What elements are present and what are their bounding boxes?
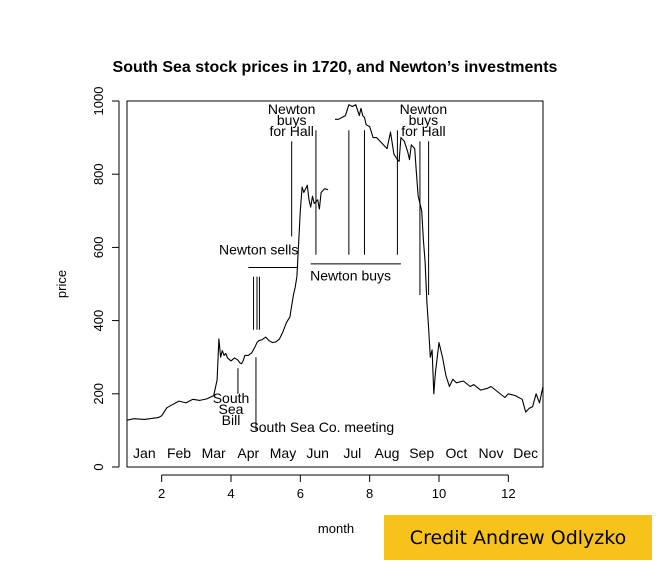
annotation-text: buys	[409, 112, 439, 128]
month-label: May	[270, 445, 296, 461]
x-axis-label: month	[318, 521, 354, 536]
month-label: Feb	[167, 445, 191, 461]
x-tick-label: 12	[501, 486, 515, 501]
y-tick-label: 0	[91, 463, 106, 470]
y-tick-label: 600	[91, 237, 106, 259]
x-tick-label: 10	[432, 486, 446, 501]
x-tick-label: 2	[158, 486, 165, 501]
month-label: Jun	[306, 445, 329, 461]
annotation-text: buys	[277, 112, 307, 128]
annotation-text: South Sea Co. meeting	[249, 419, 394, 435]
annotation: Newton buys	[310, 130, 401, 283]
axes: 2 4 6 8 10 12 0 200 400 600 800 1000	[91, 87, 516, 501]
credit-label: Credit Andrew Odlyzko	[384, 515, 652, 560]
y-axis-label: price	[54, 270, 69, 298]
annotation-text: for Hall	[401, 123, 445, 139]
annotation-text: Newton sells	[219, 242, 298, 258]
month-label: Mar	[202, 445, 226, 461]
price-line-segment	[335, 104, 544, 413]
annotation: Newton sells	[219, 242, 298, 330]
y-tick-label: 800	[91, 163, 106, 185]
plot-frame	[126, 100, 544, 468]
annotation-text: Bill	[222, 412, 241, 428]
month-label: Apr	[237, 445, 259, 461]
annotation-text: Newton	[400, 101, 447, 117]
annotation-text: Sea	[219, 401, 244, 417]
month-label: Dec	[513, 445, 538, 461]
annotation-text: for Hall	[269, 123, 313, 139]
price-line-segment	[126, 184, 329, 421]
annotation-text: Newton	[268, 101, 315, 117]
annotation: South Sea Co. meeting	[249, 357, 394, 435]
y-tick-label: 200	[91, 383, 106, 405]
month-label: Aug	[375, 445, 400, 461]
month-label: Jan	[133, 445, 156, 461]
x-tick-label: 6	[297, 486, 304, 501]
month-label: Jul	[343, 445, 361, 461]
annotation-text: South	[213, 390, 250, 406]
month-labels: Jan Feb Mar Apr May Jun Jul Aug Sep Oct Nov Dec	[133, 445, 538, 461]
x-tick-label: 4	[227, 486, 234, 501]
annotation-text: Newton buys	[310, 267, 391, 283]
month-label: Sep	[409, 445, 434, 461]
month-label: Nov	[479, 445, 504, 461]
y-tick-label: 1000	[91, 87, 106, 116]
price-series	[126, 104, 544, 421]
y-tick-label: 400	[91, 310, 106, 332]
month-label: Oct	[445, 445, 467, 461]
x-tick-label: 8	[366, 486, 373, 501]
chart-title: South Sea stock prices in 1720, and Newt…	[113, 59, 558, 76]
